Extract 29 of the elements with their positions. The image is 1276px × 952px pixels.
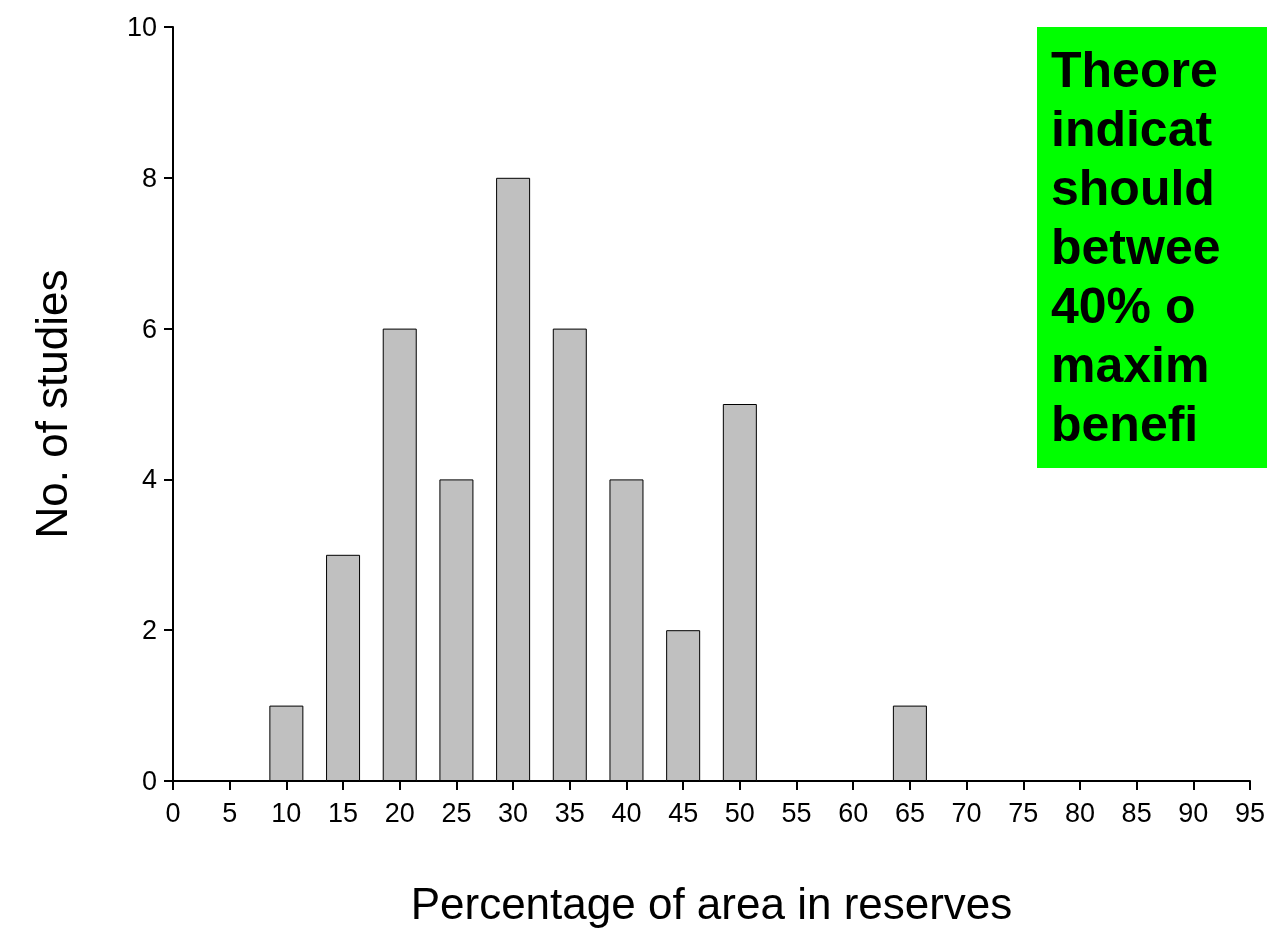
x-tick-label: 55 bbox=[781, 797, 812, 828]
x-axis-title: Percentage of area in reserves bbox=[410, 878, 1013, 928]
x-tick-label: 95 bbox=[1234, 797, 1266, 828]
x-tick-label: 0 bbox=[165, 797, 181, 828]
x-tick-label: 60 bbox=[838, 797, 869, 828]
x-tick-label: 70 bbox=[951, 797, 982, 828]
x-tick-label: 25 bbox=[441, 797, 472, 828]
y-tick-label: 6 bbox=[141, 313, 157, 344]
y-tick-label: 10 bbox=[126, 12, 157, 42]
y-tick-label: 0 bbox=[141, 766, 157, 796]
x-tick-label: 30 bbox=[498, 797, 529, 828]
x-tick-label: 45 bbox=[668, 797, 699, 828]
x-tick-label: 20 bbox=[384, 797, 415, 828]
y-tick-label: 8 bbox=[141, 162, 157, 193]
x-tick-label: 35 bbox=[554, 797, 585, 828]
annotation: Theore indicat should betwee 40% o maxim benefi bbox=[1037, 27, 1267, 468]
x-tick-label: 90 bbox=[1178, 797, 1209, 828]
x-tick-label: 85 bbox=[1121, 797, 1152, 828]
x-tick-label: 75 bbox=[1008, 797, 1039, 828]
x-tick-label: 80 bbox=[1064, 797, 1095, 828]
y-tick-label: 2 bbox=[141, 615, 157, 646]
y-tick-label: 4 bbox=[141, 464, 157, 495]
x-tick-label: 10 bbox=[271, 797, 302, 828]
x-tick-label: 15 bbox=[328, 797, 359, 828]
x-tick-label: 40 bbox=[611, 797, 642, 828]
x-tick-label: 5 bbox=[222, 797, 238, 828]
x-tick-label: 65 bbox=[894, 797, 925, 828]
y-axis-title: No. of studies bbox=[26, 269, 76, 539]
x-tick-label: 50 bbox=[724, 797, 755, 828]
